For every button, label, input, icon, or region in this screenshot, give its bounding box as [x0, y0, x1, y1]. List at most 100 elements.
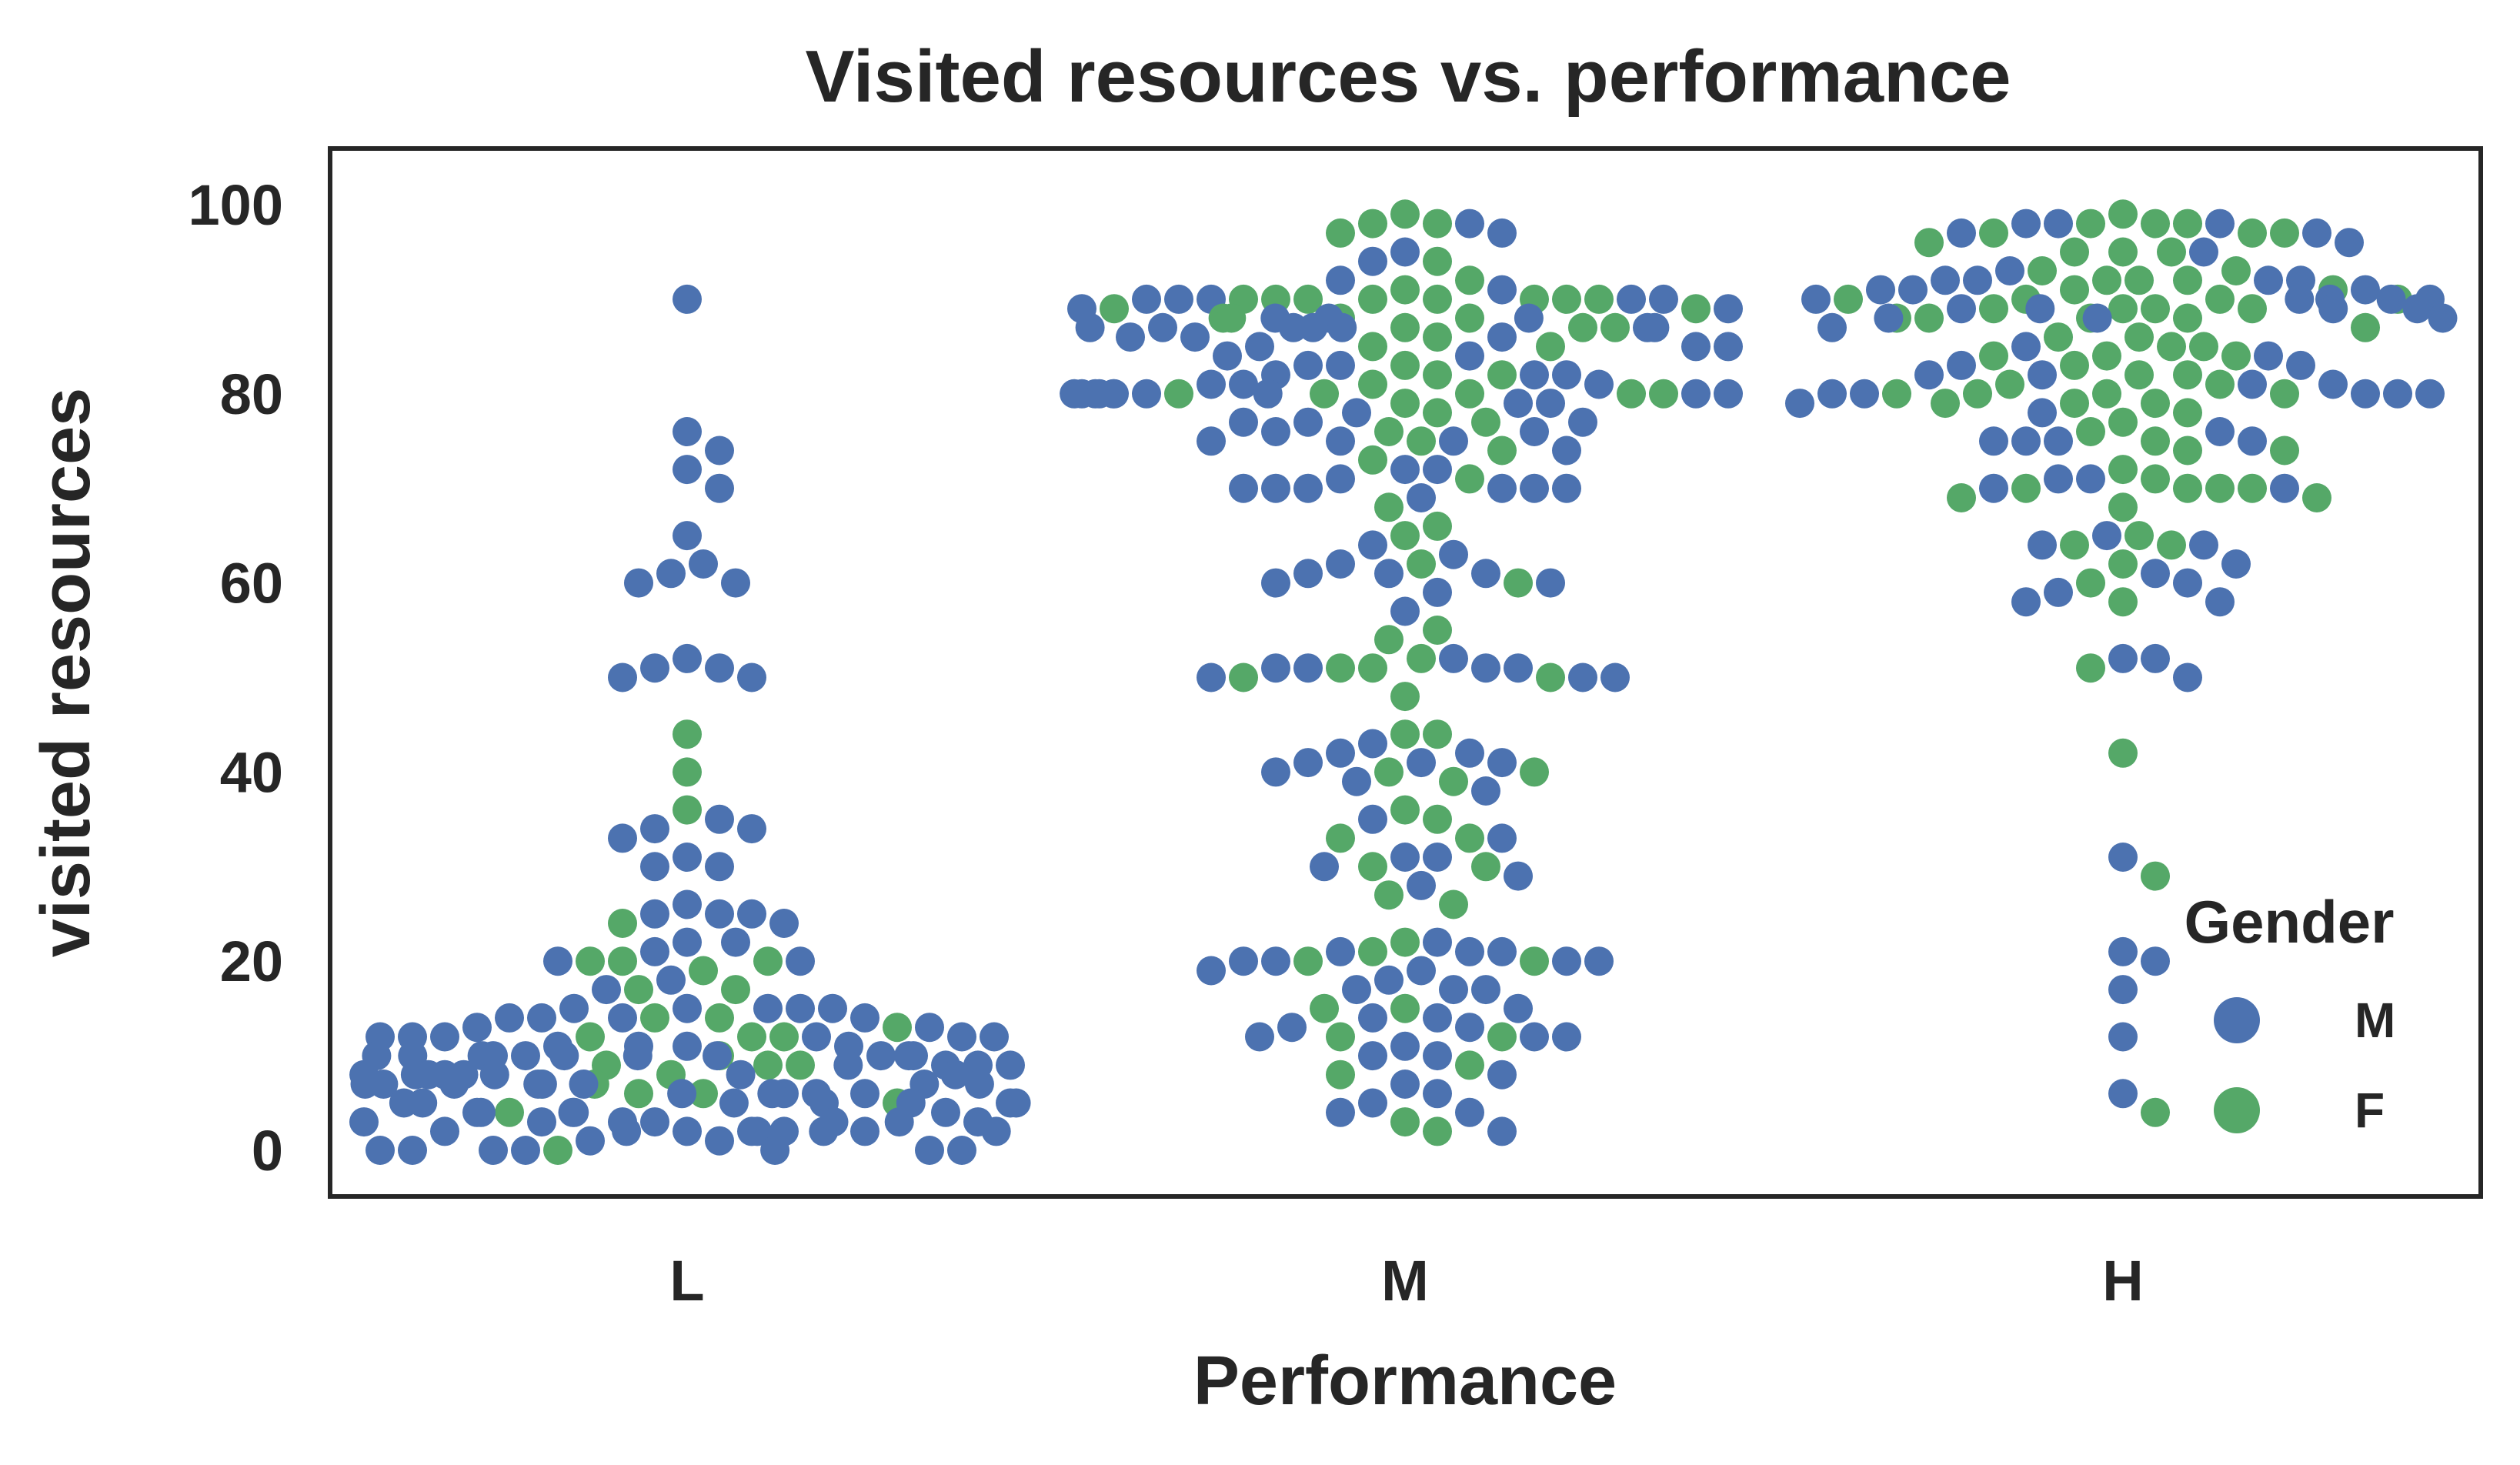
point-m-m [1471, 776, 1500, 806]
point-m-m [1358, 247, 1387, 276]
point-m-m [1455, 209, 1484, 239]
point-h-m [2108, 937, 2138, 966]
point-m-f [1423, 322, 1452, 352]
point-h-m [2076, 464, 2105, 493]
point-m-f [1100, 294, 1129, 323]
point-m-f [1164, 379, 1193, 409]
point-m-f [1504, 569, 1533, 598]
point-m-f [1423, 512, 1452, 541]
point-l-m [623, 1041, 653, 1070]
point-l-m [527, 1107, 556, 1136]
point-l-m [543, 946, 572, 976]
point-m-f [1455, 823, 1484, 853]
point-h-f [1931, 389, 1960, 418]
point-m-m [1487, 474, 1517, 503]
point-l-m [850, 1079, 879, 1108]
point-h-m [2415, 379, 2445, 409]
point-h-f [2060, 238, 2089, 267]
point-h-f [2351, 313, 2380, 342]
point-m-f [1520, 946, 1549, 976]
point-m-m [1423, 1003, 1452, 1033]
point-l-m [673, 521, 702, 550]
point-h-f [2221, 342, 2251, 371]
point-m-f [1439, 767, 1468, 796]
point-h-f [2108, 549, 2138, 579]
point-l-m [818, 994, 847, 1023]
point-l-m [624, 569, 653, 598]
point-m-m [1253, 379, 1283, 409]
point-m-m [1197, 370, 1226, 399]
point-m-m [1407, 956, 1436, 986]
point-m-m [1326, 549, 1355, 579]
point-m-m [1116, 322, 1145, 352]
point-m-m [1552, 474, 1581, 503]
point-m-f [1326, 1060, 1355, 1090]
x-tick-label-h: H [2102, 1249, 2143, 1313]
point-h-m [2286, 351, 2315, 380]
point-l-m [576, 1126, 605, 1156]
legend-marker-f [2214, 1087, 2260, 1133]
point-m-f [1487, 436, 1517, 466]
point-h-f [2108, 408, 2138, 437]
point-l-m [640, 653, 669, 682]
point-l-m [351, 1070, 380, 1099]
point-l-m [511, 1041, 540, 1070]
point-h-m [2108, 843, 2138, 872]
point-m-m [1552, 946, 1581, 976]
point-l-m [737, 814, 766, 843]
point-m-m [1229, 408, 1258, 437]
point-l-m [673, 994, 702, 1023]
point-h-m [1866, 275, 1895, 305]
point-h-f [2060, 389, 2089, 418]
point-l-m [673, 928, 702, 957]
point-l-m [894, 1041, 923, 1070]
point-m-m [1229, 946, 1258, 976]
point-m-f [1326, 653, 1355, 682]
point-h-f [1882, 379, 1911, 409]
point-l-m [430, 1116, 459, 1146]
point-m-m [1455, 1013, 1484, 1042]
point-l-m [527, 1003, 556, 1033]
point-l-m [592, 975, 621, 1004]
point-l-m [705, 852, 734, 881]
point-m-m [1261, 474, 1290, 503]
point-l-m [673, 890, 702, 919]
point-h-m [2044, 578, 2073, 607]
point-m-m [1584, 946, 1614, 976]
point-h-m [2028, 360, 2057, 389]
point-m-m [1455, 739, 1484, 768]
point-m-m [1261, 757, 1290, 786]
point-h-m [2173, 663, 2202, 692]
point-l-m [850, 1003, 879, 1033]
point-m-f [1584, 285, 1614, 314]
point-l-m [705, 805, 734, 834]
point-m-m [1536, 389, 1565, 418]
point-m-m [1326, 464, 1355, 493]
point-l-m [726, 1060, 756, 1090]
point-h-m [2025, 294, 2054, 323]
point-h-f [2108, 238, 2138, 267]
point-h-f [2124, 265, 2154, 295]
point-m-m [1326, 351, 1355, 380]
point-m-m [1487, 937, 1517, 966]
point-l-m [915, 1136, 944, 1165]
point-h-m [2141, 559, 2170, 588]
x-tick-label-l: L [669, 1249, 704, 1313]
point-m-m [1487, 1116, 1517, 1146]
point-h-f [2221, 256, 2251, 285]
point-l-m [705, 899, 734, 929]
point-m-m [1342, 767, 1371, 796]
point-l-f [624, 975, 653, 1004]
point-h-m [2318, 370, 2348, 399]
point-l-m [689, 549, 718, 579]
point-m-m [1279, 313, 1308, 342]
point-m-m [1390, 843, 1420, 872]
point-m-m [1439, 426, 1468, 456]
point-m-f [1455, 265, 1484, 295]
point-m-f [1536, 663, 1565, 692]
point-m-m [1293, 408, 1323, 437]
point-h-f [2076, 653, 2105, 682]
point-h-f [2108, 739, 2138, 768]
point-h-m [2173, 569, 2202, 598]
